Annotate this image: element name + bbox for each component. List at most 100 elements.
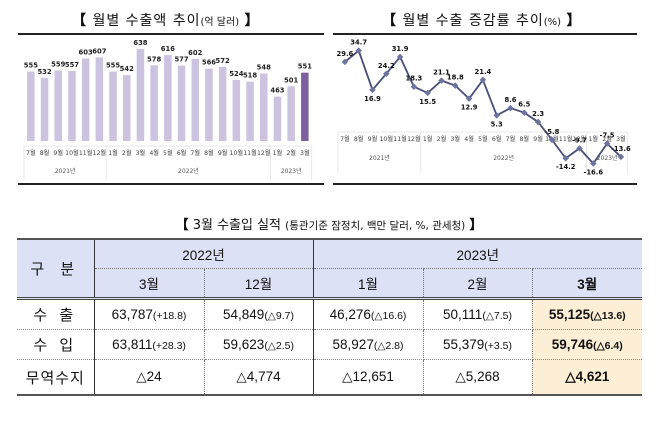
point-value-label: 24.2 [378,62,395,70]
x-tick-label: 12월 [407,135,421,143]
table-cell: 54,849(△9.7) [204,298,314,330]
bar [218,66,227,141]
point-value-label: 29.6 [337,50,354,58]
row-label: 수 출 [17,298,95,330]
bar-value-label: 551 [298,63,312,71]
year-header-2023: 2023년 [313,238,643,269]
cell-change: (△6.4) [593,340,623,352]
cell-change: (△2.5) [264,340,294,352]
bar [246,81,254,141]
x-tick-label: 11월 [79,149,93,157]
line-chart: 7월8월9월10월11월12월1월2월3월4월5월6월7월8월9월10월11월1… [337,39,631,177]
x-tick-label: 2월 [602,135,612,143]
bar-value-label: 542 [120,65,134,73]
table-cell: 55,379(+3.5) [423,329,533,360]
x-tick-label: 7월 [506,135,516,143]
bar-value-label: 616 [161,45,175,53]
bar [273,96,282,141]
data-point [493,112,500,119]
bar-value-label: 557 [65,61,79,69]
title-main: 월별 수출 증감률 추이 [402,13,544,29]
cell-change: (+28.3) [152,340,186,352]
bar-value-label: 566 [202,59,216,67]
x-tick-label: 6월 [177,149,187,157]
bar [232,80,241,141]
bar-value-label: 603 [79,49,93,57]
point-value-label: 21.4 [475,68,492,76]
x-tick-label: 9월 [533,135,543,143]
bar-value-label: 463 [270,87,284,95]
table-cell: 50,111(△7.5) [423,298,533,330]
x-tick-label: 8월 [204,149,214,157]
cell-value: 59,746 [551,337,594,352]
table-cell-highlighted: 55,125(△13.6) [532,298,643,330]
cell-change: (△7.5) [482,310,512,322]
x-tick-label: 10월 [230,149,244,157]
bar-value-label: 578 [147,55,161,63]
table-cell: 59,623(△2.5) [204,329,314,360]
cell-value: 54,849 [223,307,265,322]
x-tick-label: 10월 [380,135,394,143]
row-label: 수 입 [17,329,95,360]
point-value-label: 15.5 [419,98,436,106]
bar-value-label: 607 [92,47,106,55]
table-row-trade-balance: 무역수지 △24 △4,774 △12,651 △5,268 △4,621 [17,359,643,396]
point-value-label: -9.7 [572,136,587,144]
title-bracket-open: 【 [72,13,87,29]
point-value-label: 12.9 [461,104,478,112]
title-unit: (%) [543,17,562,28]
group-label: 2023년 [597,154,618,162]
cell-change: (+3.5) [484,340,513,352]
x-tick-label: 2월 [122,149,132,157]
cell-value: 59,623 [223,337,265,352]
title-main: 3월 수출입 실적 [192,218,282,233]
bar [27,71,35,141]
title-main: 월별 수출액 추이 [92,13,201,29]
bar-chart-top-rule [18,33,324,35]
title-bracket-close: 】 [469,218,483,233]
x-tick-label: 4월 [149,149,159,157]
cell-value: △5,268 [455,369,500,384]
data-point [590,160,597,167]
trade-table: 구 분 2022년 2023년 3월 12월 1월 2월 3월 수 출 63,7… [17,238,643,396]
x-tick-label: 3월 [300,149,310,157]
x-tick-label: 1월 [423,135,433,143]
cell-change: (△2.8) [373,340,404,352]
bar-value-label: 532 [37,68,51,76]
cell-value: 63,787 [111,307,153,322]
bar [123,75,131,141]
x-tick-label: 12월 [257,149,271,157]
title-unit: (억 달러) [200,17,240,28]
month-header: 3월 [94,268,205,300]
point-value-label: 18.8 [447,74,464,82]
corner-header: 구 분 [17,238,95,300]
group-label: 2022년 [178,167,199,175]
x-tick-label: 8월 [519,135,529,143]
x-tick-label: 1월 [273,149,283,157]
group-label: 2023년 [281,167,302,175]
bar-value-label: 572 [216,57,230,65]
group-label: 2021년 [369,154,390,162]
bar-value-label: 524 [229,70,243,78]
x-tick-label: 11월 [243,149,257,157]
cell-value: 50,111 [443,307,483,322]
group-label: 2021년 [55,167,76,175]
cell-change: (+18.8) [152,310,187,322]
bar-value-label: 555 [106,62,120,70]
point-value-label: -7.5 [600,132,615,140]
x-tick-label: 10월 [65,149,79,157]
title-sub: (통관기준 잠정치, 백만 달러, %, 관세청) [285,220,466,232]
bar [95,57,104,141]
x-tick-label: 7월 [190,149,200,157]
bar [191,58,199,141]
point-value-label: -14.2 [556,163,576,171]
x-tick-label: 3월 [616,135,626,143]
table-cell: △4,774 [204,359,314,396]
month-header: 12월 [204,268,314,300]
x-tick-label: 1월 [108,149,118,157]
table-header-row-years: 구 분 2022년 2023년 [17,238,643,300]
cell-value: △12,651 [342,369,394,384]
bar [150,65,158,141]
table-cell: 58,927(△2.8) [313,329,424,360]
x-tick-label: 2월 [437,135,447,143]
